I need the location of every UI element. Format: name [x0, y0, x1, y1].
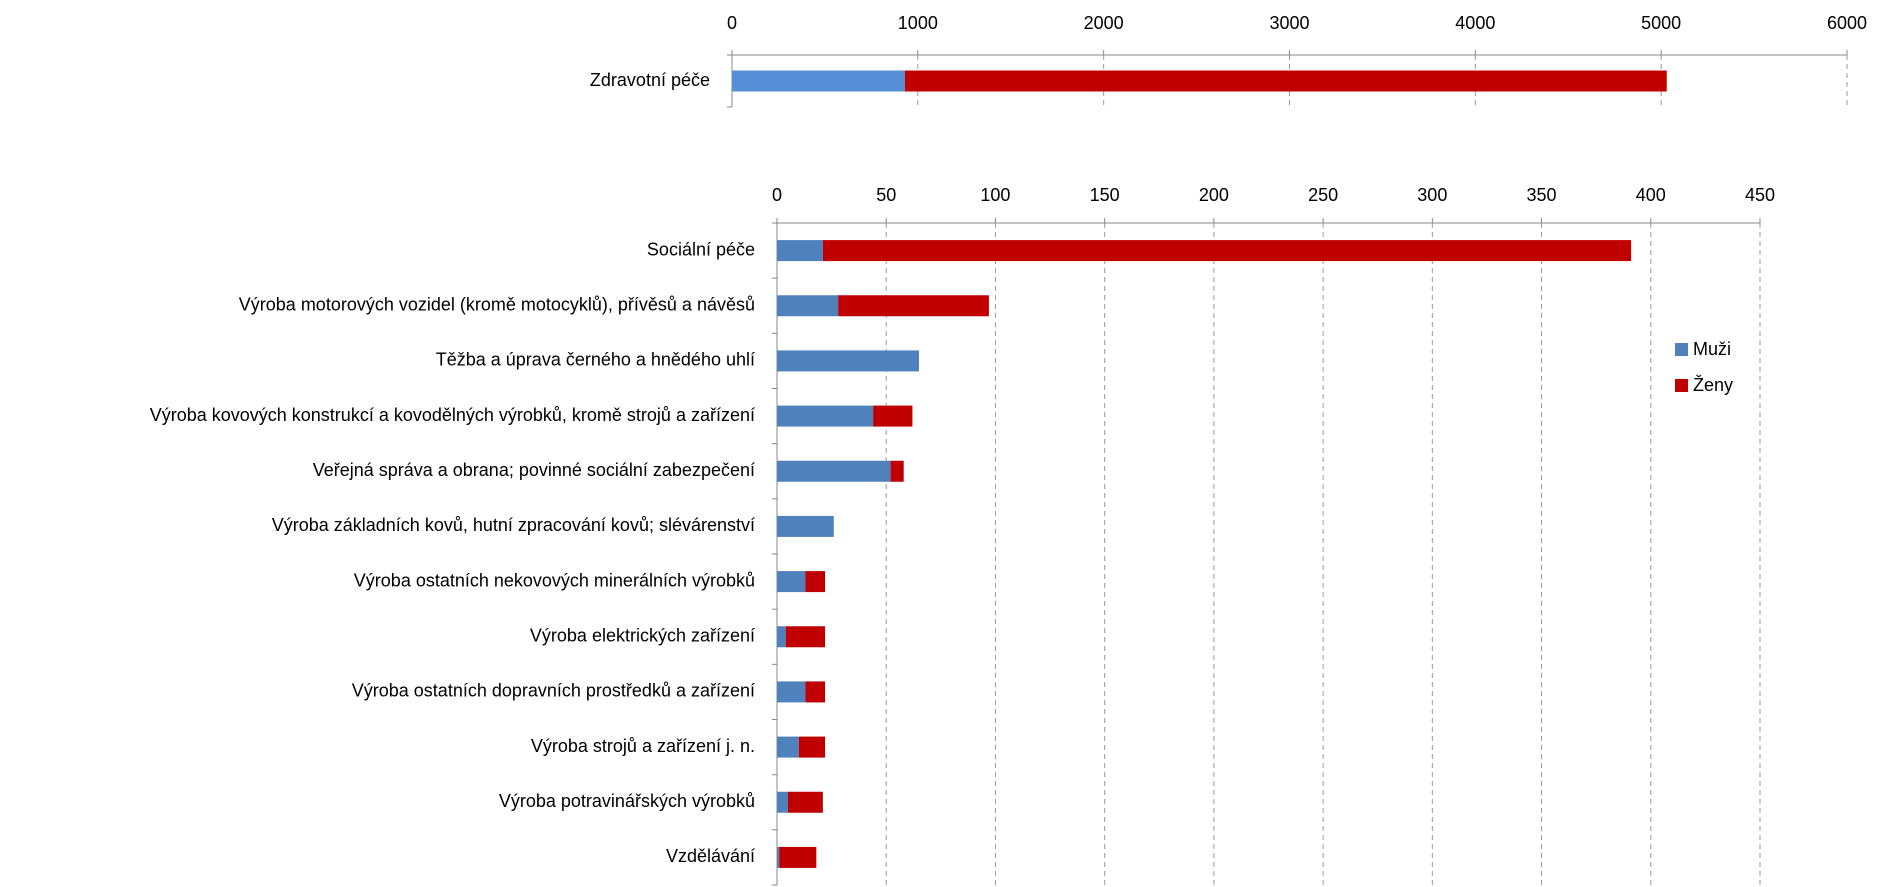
- legend-swatch: [1675, 343, 1688, 356]
- category-label: Výroba potravinářských výrobků: [499, 791, 755, 811]
- x-tick-label: 0: [772, 185, 782, 205]
- x-tick-label: 200: [1199, 185, 1229, 205]
- bar-segment: [873, 405, 913, 427]
- bar-segment: [779, 846, 817, 868]
- bar-segment: [822, 240, 1632, 262]
- category-label: Výroba motorových vozidel (kromě motocyk…: [239, 295, 755, 315]
- x-tick-label: 100: [980, 185, 1010, 205]
- bar-segment: [798, 736, 826, 758]
- bar-segment: [777, 350, 919, 372]
- x-tick-label: 3000: [1269, 13, 1309, 33]
- bar-segment: [890, 460, 904, 482]
- x-tick-label: 400: [1636, 185, 1666, 205]
- bar-segment: [904, 70, 1667, 92]
- category-label: Výroba ostatních dopravních prostředků a…: [352, 681, 755, 701]
- bar-segment: [777, 405, 874, 427]
- x-tick-label: 6000: [1827, 13, 1867, 33]
- bar-segment: [777, 791, 788, 813]
- legend-swatch: [1675, 379, 1688, 392]
- bar-segment: [732, 70, 905, 92]
- bar-segment: [805, 681, 826, 703]
- bar-segment: [777, 295, 839, 317]
- x-tick-label: 300: [1417, 185, 1447, 205]
- x-tick-label: 450: [1745, 185, 1775, 205]
- bar-segment: [777, 460, 891, 482]
- x-tick-label: 50: [876, 185, 896, 205]
- bar-segment: [777, 571, 806, 593]
- category-label: Výroba ostatních nekovových minerálních …: [354, 570, 755, 590]
- bar-segment: [838, 295, 989, 317]
- x-tick-label: 1000: [898, 13, 938, 33]
- category-label: Výroba strojů a zařízení j. n.: [531, 736, 755, 756]
- x-tick-label: 150: [1090, 185, 1120, 205]
- bar-segment: [805, 571, 826, 593]
- category-label: Zdravotní péče: [590, 70, 710, 90]
- category-label: Sociální péče: [647, 239, 755, 259]
- legend-label: Muži: [1693, 339, 1731, 359]
- x-tick-label: 0: [727, 13, 737, 33]
- category-label: Výroba kovových konstrukcí a kovodělných…: [150, 405, 755, 425]
- bar-segment: [777, 515, 834, 537]
- bar-segment: [787, 791, 823, 813]
- bar-segment: [785, 626, 826, 648]
- category-label: Veřejná správa a obrana; povinné sociáln…: [313, 460, 755, 480]
- x-tick-label: 2000: [1084, 13, 1124, 33]
- category-label: Výroba základních kovů, hutní zpracování…: [272, 515, 755, 535]
- bar-segment: [777, 846, 780, 868]
- bar-segment: [777, 240, 823, 262]
- x-tick-label: 350: [1527, 185, 1557, 205]
- legend-label: Ženy: [1693, 375, 1733, 395]
- bar-segment: [777, 626, 786, 648]
- category-label: Těžba a úprava černého a hnědého uhlí: [436, 350, 755, 370]
- x-tick-label: 5000: [1641, 13, 1681, 33]
- bar-segment: [777, 681, 806, 703]
- category-label: Vzdělávání: [666, 846, 755, 866]
- x-tick-label: 4000: [1455, 13, 1495, 33]
- x-tick-label: 250: [1308, 185, 1338, 205]
- category-label: Výroba elektrických zařízení: [530, 626, 755, 646]
- bar-segment: [777, 736, 799, 758]
